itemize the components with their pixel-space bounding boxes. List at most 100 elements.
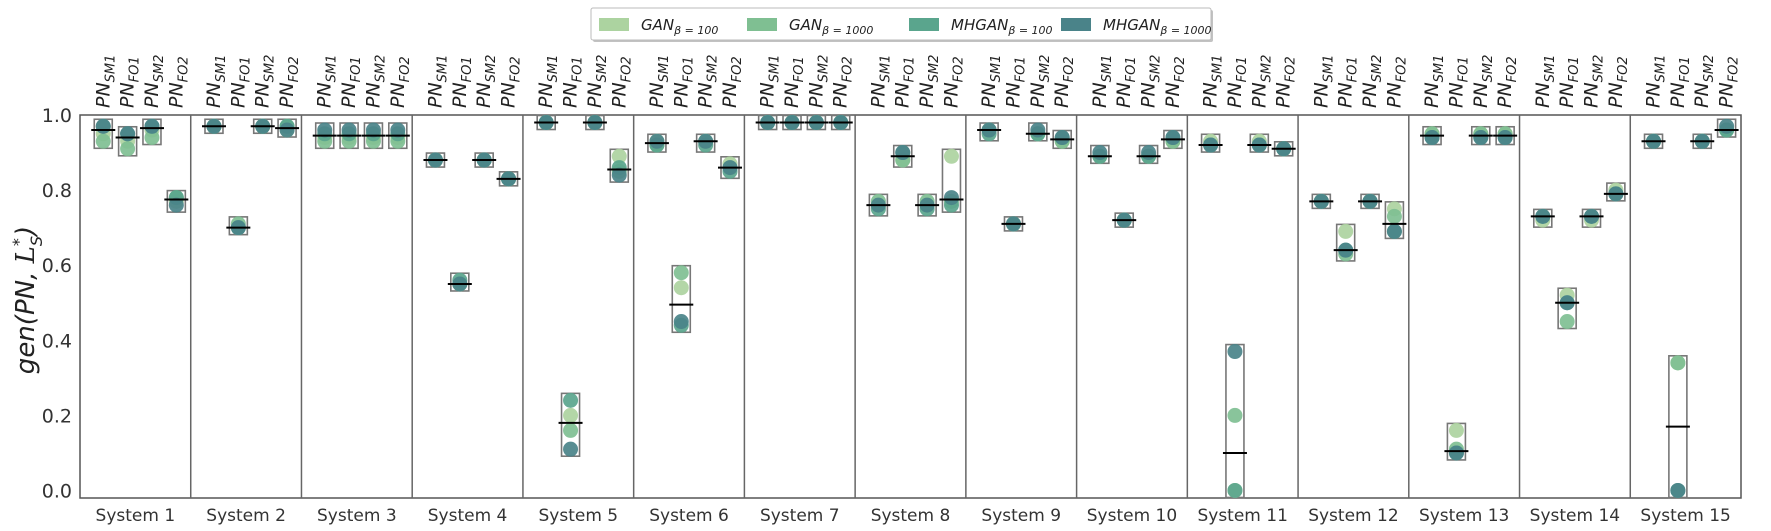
column-label-1-2: PNFO1 [117,56,143,108]
column-label-12-1: PNSM1 [1310,55,1336,108]
column-label-14-3: PNSM2 [1581,55,1607,108]
column-label-2-2: PNFO1 [227,56,253,108]
point-13-1-4 [1424,130,1440,146]
point-5-2-1 [563,407,579,423]
y-axis-label: gen(PN, L*S) [9,226,46,374]
system-label-8: System 8 [871,506,951,526]
point-11-2-4 [1227,344,1243,360]
y-tick-label-2: 0.4 [42,330,72,352]
legend-box [590,7,1212,41]
point-3-2-4 [341,122,357,138]
y-tick-label-3: 0.6 [42,255,72,277]
column-label-13-3: PNSM2 [1470,55,1496,108]
system-label-10: System 10 [1087,506,1177,526]
legend-label-3: MHGANβ = 100 [951,16,1053,37]
point-8-4-4 [943,190,959,206]
point-1-2-2 [120,141,136,157]
column-label-13-1: PNSM1 [1421,55,1447,108]
column-label-11-1: PNSM1 [1200,55,1226,108]
point-6-2-2 [673,265,689,281]
point-3-4-4 [390,122,406,138]
system-separators [189,115,1632,498]
system-label-5: System 5 [538,506,618,526]
column-label-12-4: PNFO2 [1383,56,1409,108]
column-label-8-2: PNFO1 [892,56,918,108]
column-labels: PNSM1PNFO1PNSM2PNFO2PNSM1PNFO1PNSM2PNFO2… [92,55,1741,108]
column-label-6-2: PNFO1 [670,56,696,108]
data-points [95,115,1735,498]
column-label-12-2: PNFO1 [1335,56,1361,108]
legend-label-4: MHGANβ = 1000 [1103,16,1212,37]
column-label-11-4: PNFO2 [1273,56,1299,108]
column-label-15-1: PNSM1 [1643,55,1669,108]
point-5-4-1 [611,148,627,164]
column-label-5-4: PNFO2 [608,56,634,108]
column-label-7-3: PNSM2 [805,55,831,108]
point-6-2-4 [673,314,689,330]
point-2-4-4 [279,122,295,138]
system-labels: System 1 System 2 System 3 System 4 System 5… [96,506,1731,526]
point-14-2-2 [1559,314,1575,330]
column-label-15-4: PNFO2 [1716,56,1742,108]
column-label-2-1: PNSM1 [203,55,229,108]
column-label-10-3: PNSM2 [1138,55,1164,108]
point-10-1-4 [1092,145,1108,161]
point-3-1-4 [317,122,333,138]
system-label-3: System 3 [317,506,397,526]
column-label-14-2: PNFO1 [1556,56,1582,108]
point-5-2-2 [563,422,579,438]
y-tick-label-4: 0.8 [42,180,72,202]
point-9-4-4 [1054,130,1070,146]
legend-swatch-2 [747,18,777,31]
column-label-14-1: PNSM1 [1532,55,1558,108]
y-tick-label-0: 0.0 [42,480,72,502]
column-label-1-4: PNFO2 [165,56,191,108]
column-label-7-2: PNFO1 [781,56,807,108]
point-13-2-4 [1448,445,1464,461]
column-label-3-3: PNSM2 [362,55,388,108]
point-10-3-4 [1141,145,1157,161]
point-15-2-2 [1670,355,1686,371]
column-label-7-1: PNSM1 [757,55,783,108]
system-label-2: System 2 [206,506,286,526]
y-axis-ticks: 0.0 0.2 0.4 0.6 0.8 1.0 [42,105,72,502]
point-12-4-2 [1386,208,1402,224]
column-label-1-1: PNSM1 [92,55,118,108]
point-11-2-3 [1227,482,1243,498]
system-label-11: System 11 [1197,506,1287,526]
point-1-3-4 [144,118,160,134]
column-label-11-3: PNSM2 [1248,55,1274,108]
system-label-15: System 15 [1640,506,1730,526]
system-label-9: System 9 [981,506,1061,526]
legend-label-1: GANβ = 100 [641,16,718,37]
point-9-3-4 [1030,122,1046,138]
column-label-13-2: PNFO1 [1445,56,1471,108]
column-label-4-1: PNSM1 [424,55,450,108]
column-label-11-2: PNFO1 [1224,56,1250,108]
point-1-3-2 [144,130,160,146]
point-5-2-4 [563,441,579,457]
column-label-6-1: PNSM1 [646,55,672,108]
column-label-12-3: PNSM2 [1359,55,1385,108]
column-label-14-4: PNFO2 [1605,56,1631,108]
column-label-4-4: PNFO2 [498,56,524,108]
column-label-13-4: PNFO2 [1494,56,1520,108]
column-label-2-3: PNSM2 [252,55,278,108]
range-boxes [93,114,1737,499]
point-13-3-4 [1473,130,1489,146]
system-label-7: System 7 [760,506,840,526]
column-label-8-3: PNSM2 [916,55,942,108]
system-label-4: System 4 [428,506,508,526]
column-label-8-4: PNFO2 [940,56,966,108]
point-15-4-4 [1719,118,1735,134]
y-tick-label-5: 1.0 [42,105,72,127]
point-1-1-4 [95,118,111,134]
column-label-3-4: PNFO2 [387,56,413,108]
column-label-15-2: PNFO1 [1667,56,1693,108]
legend-swatch-3 [909,18,939,31]
column-label-9-3: PNSM2 [1027,55,1053,108]
point-11-2-2 [1227,407,1243,423]
column-label-5-1: PNSM1 [535,55,561,108]
column-label-8-1: PNSM1 [867,55,893,108]
legend-swatch-1 [599,18,629,31]
